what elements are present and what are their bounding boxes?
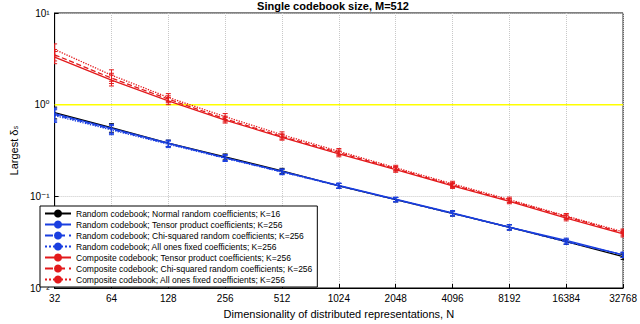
svg-text:512: 512 [274,293,291,304]
svg-text:Dimensionality of distributed: Dimensionality of distributed representa… [224,308,455,320]
svg-text:Composite codebook; All ones f: Composite codebook; All ones fixed coeff… [76,275,285,285]
svg-text:Composite codebook; Tensor pro: Composite codebook; Tensor product coeff… [76,253,291,263]
svg-text:10¹: 10¹ [35,8,50,19]
svg-text:Single codebook size, M=512: Single codebook size, M=512 [257,0,409,12]
svg-text:Random codebook; Tensor produc: Random codebook; Tensor product coeffici… [76,220,283,230]
svg-text:8192: 8192 [498,293,521,304]
svg-text:Random codebook; Chi-squared r: Random codebook; Chi-squared random coef… [76,231,304,241]
svg-text:Largest δₛ: Largest δₛ [8,126,20,176]
svg-text:1024: 1024 [328,293,351,304]
svg-text:Random codebook; All ones fixe: Random codebook; All ones fixed coeffici… [76,242,277,252]
svg-text:10⁻²: 10⁻² [29,282,50,294]
svg-text:4096: 4096 [441,293,464,304]
svg-text:2048: 2048 [385,293,408,304]
svg-text:256: 256 [217,293,234,304]
svg-text:64: 64 [106,293,118,304]
svg-text:32: 32 [49,293,61,304]
svg-text:Composite codebook; Chi-square: Composite codebook; Chi-squared random c… [76,264,313,274]
svg-text:Random codebook; Normal random: Random codebook; Normal random coefficie… [76,209,280,219]
svg-text:128: 128 [160,293,177,304]
svg-text:10⁰: 10⁰ [34,99,49,110]
svg-text:10⁻¹: 10⁻¹ [30,191,50,202]
svg-text:16384: 16384 [552,293,580,304]
svg-text:32768: 32768 [609,293,637,304]
